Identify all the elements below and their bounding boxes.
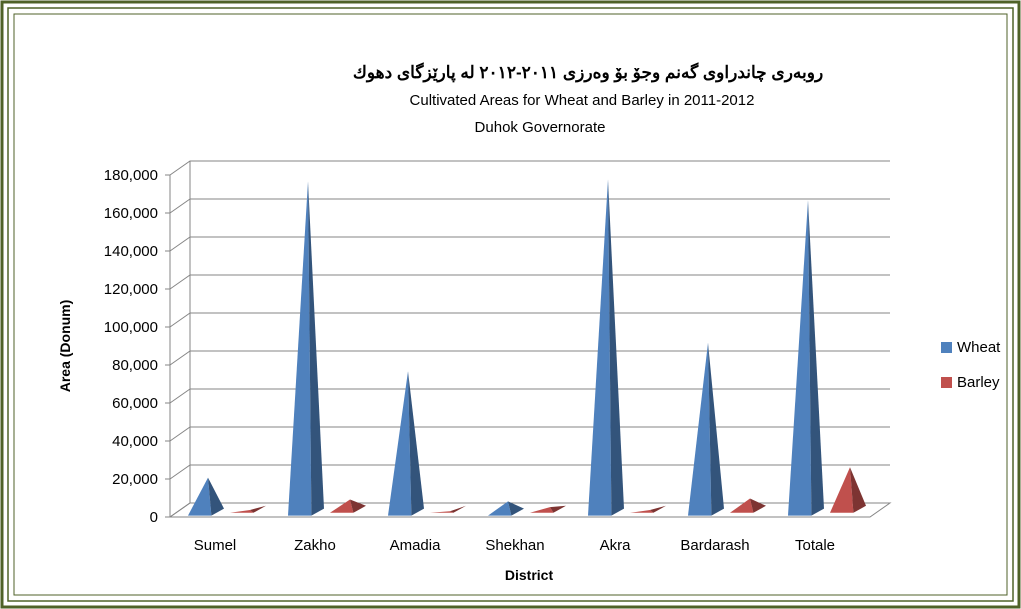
x-axis-ticks: Sumel Zakho Amadia Shekhan Akra Bardarash Tota… (194, 537, 835, 554)
gridline (169, 388, 890, 404)
legend-swatch (941, 342, 952, 353)
pyramid-face-front (730, 498, 754, 513)
barley-bar (730, 498, 766, 513)
chart-title: روبەری چاندراوی گەنم وجۆ بۆ وەرزی ٢٠١١-٢… (353, 62, 823, 83)
pyramid-face-front (388, 371, 412, 516)
pyramid-face-front (188, 477, 212, 516)
pyramid-face-front (330, 499, 354, 513)
gridline (169, 274, 890, 290)
y-tick-label: 160,000 (104, 205, 158, 222)
gridline (169, 464, 890, 480)
barley-bar (530, 505, 566, 513)
pyramid-face-front (530, 507, 554, 513)
wheat-bar (388, 371, 424, 516)
x-tick-label: Zakho (294, 537, 336, 554)
y-tick-label: 180,000 (104, 167, 158, 184)
pyramid-face-side (550, 505, 566, 513)
y-axis-ticks: 0 20,000 40,000 60,000 80,000 100,000 120,000 1… (104, 167, 170, 526)
x-tick-label: Shekhan (485, 537, 544, 554)
x-axis-label: District (505, 567, 554, 583)
pyramid-face-side (450, 505, 466, 513)
pyramid-face-side (650, 505, 666, 513)
legend: Wheat Barley (941, 339, 1001, 391)
pyramid-face-front (830, 467, 854, 513)
pyramid-face-front (688, 342, 712, 516)
pyramid-face-side (208, 477, 224, 516)
chart-subtitle: Cultivated Areas for Wheat and Barley in… (410, 92, 755, 109)
pyramid-face-front (230, 509, 254, 513)
wheat-bar (588, 179, 624, 516)
chart-subtitle-2: Duhok Governorate (475, 119, 606, 136)
pyramid-face-side (808, 200, 824, 516)
barley-bar (630, 505, 666, 513)
gridline (169, 426, 890, 442)
x-tick-label: Amadia (390, 537, 442, 554)
gridline (169, 198, 890, 214)
y-tick-label: 20,000 (112, 471, 158, 488)
wheat-bar (788, 200, 824, 516)
floor (168, 502, 892, 518)
pyramid-face-front (588, 179, 612, 516)
barley-bar (230, 505, 266, 513)
pyramid-face-side (750, 498, 766, 513)
pyramid-face-front (430, 511, 454, 513)
y-tick-label: 80,000 (112, 357, 158, 374)
gridline (169, 350, 890, 366)
y-tick-label: 60,000 (112, 395, 158, 412)
pyramid-face-front (788, 200, 812, 516)
legend-label: Wheat (957, 339, 1001, 356)
gridline (169, 312, 890, 328)
barley-bar (430, 505, 466, 513)
gridline (169, 502, 890, 518)
barley-bar (330, 499, 366, 513)
pyramid-face-side (508, 501, 524, 516)
wheat-bar (688, 342, 724, 516)
wheat-bar (488, 501, 524, 516)
pyramid-face-front (288, 181, 312, 516)
x-tick-label: Totale (795, 537, 835, 554)
legend-swatch (941, 377, 952, 388)
y-tick-label: 140,000 (104, 243, 158, 260)
wheat-bar (288, 181, 324, 516)
pyramid-face-front (630, 509, 654, 513)
legend-label: Barley (957, 374, 1000, 391)
pyramid-face-side (708, 342, 724, 516)
x-tick-label: Bardarash (680, 537, 749, 554)
y-tick-label: 0 (150, 509, 158, 526)
pyramid-face-side (350, 499, 366, 513)
pyramid-face-side (408, 371, 424, 516)
inner-border (7, 7, 1014, 602)
pyramid-face-side (608, 179, 624, 516)
wheat-bar (188, 477, 224, 516)
pyramid-face-side (308, 181, 324, 516)
y-axis-label: Area (Donum) (57, 300, 73, 393)
y-tick-label: 40,000 (112, 433, 158, 450)
y-tick-label: 100,000 (104, 319, 158, 336)
x-tick-label: Akra (600, 537, 632, 554)
inner-border-2 (13, 13, 1008, 596)
pyramid-face-front (488, 501, 512, 516)
barley-bar (830, 467, 866, 513)
pyramid-face-side (250, 505, 266, 513)
grid-area (168, 160, 892, 518)
plot-area (188, 179, 866, 516)
pyramid-face-side (850, 467, 866, 513)
gridline (169, 236, 890, 252)
x-tick-label: Sumel (194, 537, 237, 554)
gridline (169, 160, 890, 176)
y-tick-label: 120,000 (104, 281, 158, 298)
